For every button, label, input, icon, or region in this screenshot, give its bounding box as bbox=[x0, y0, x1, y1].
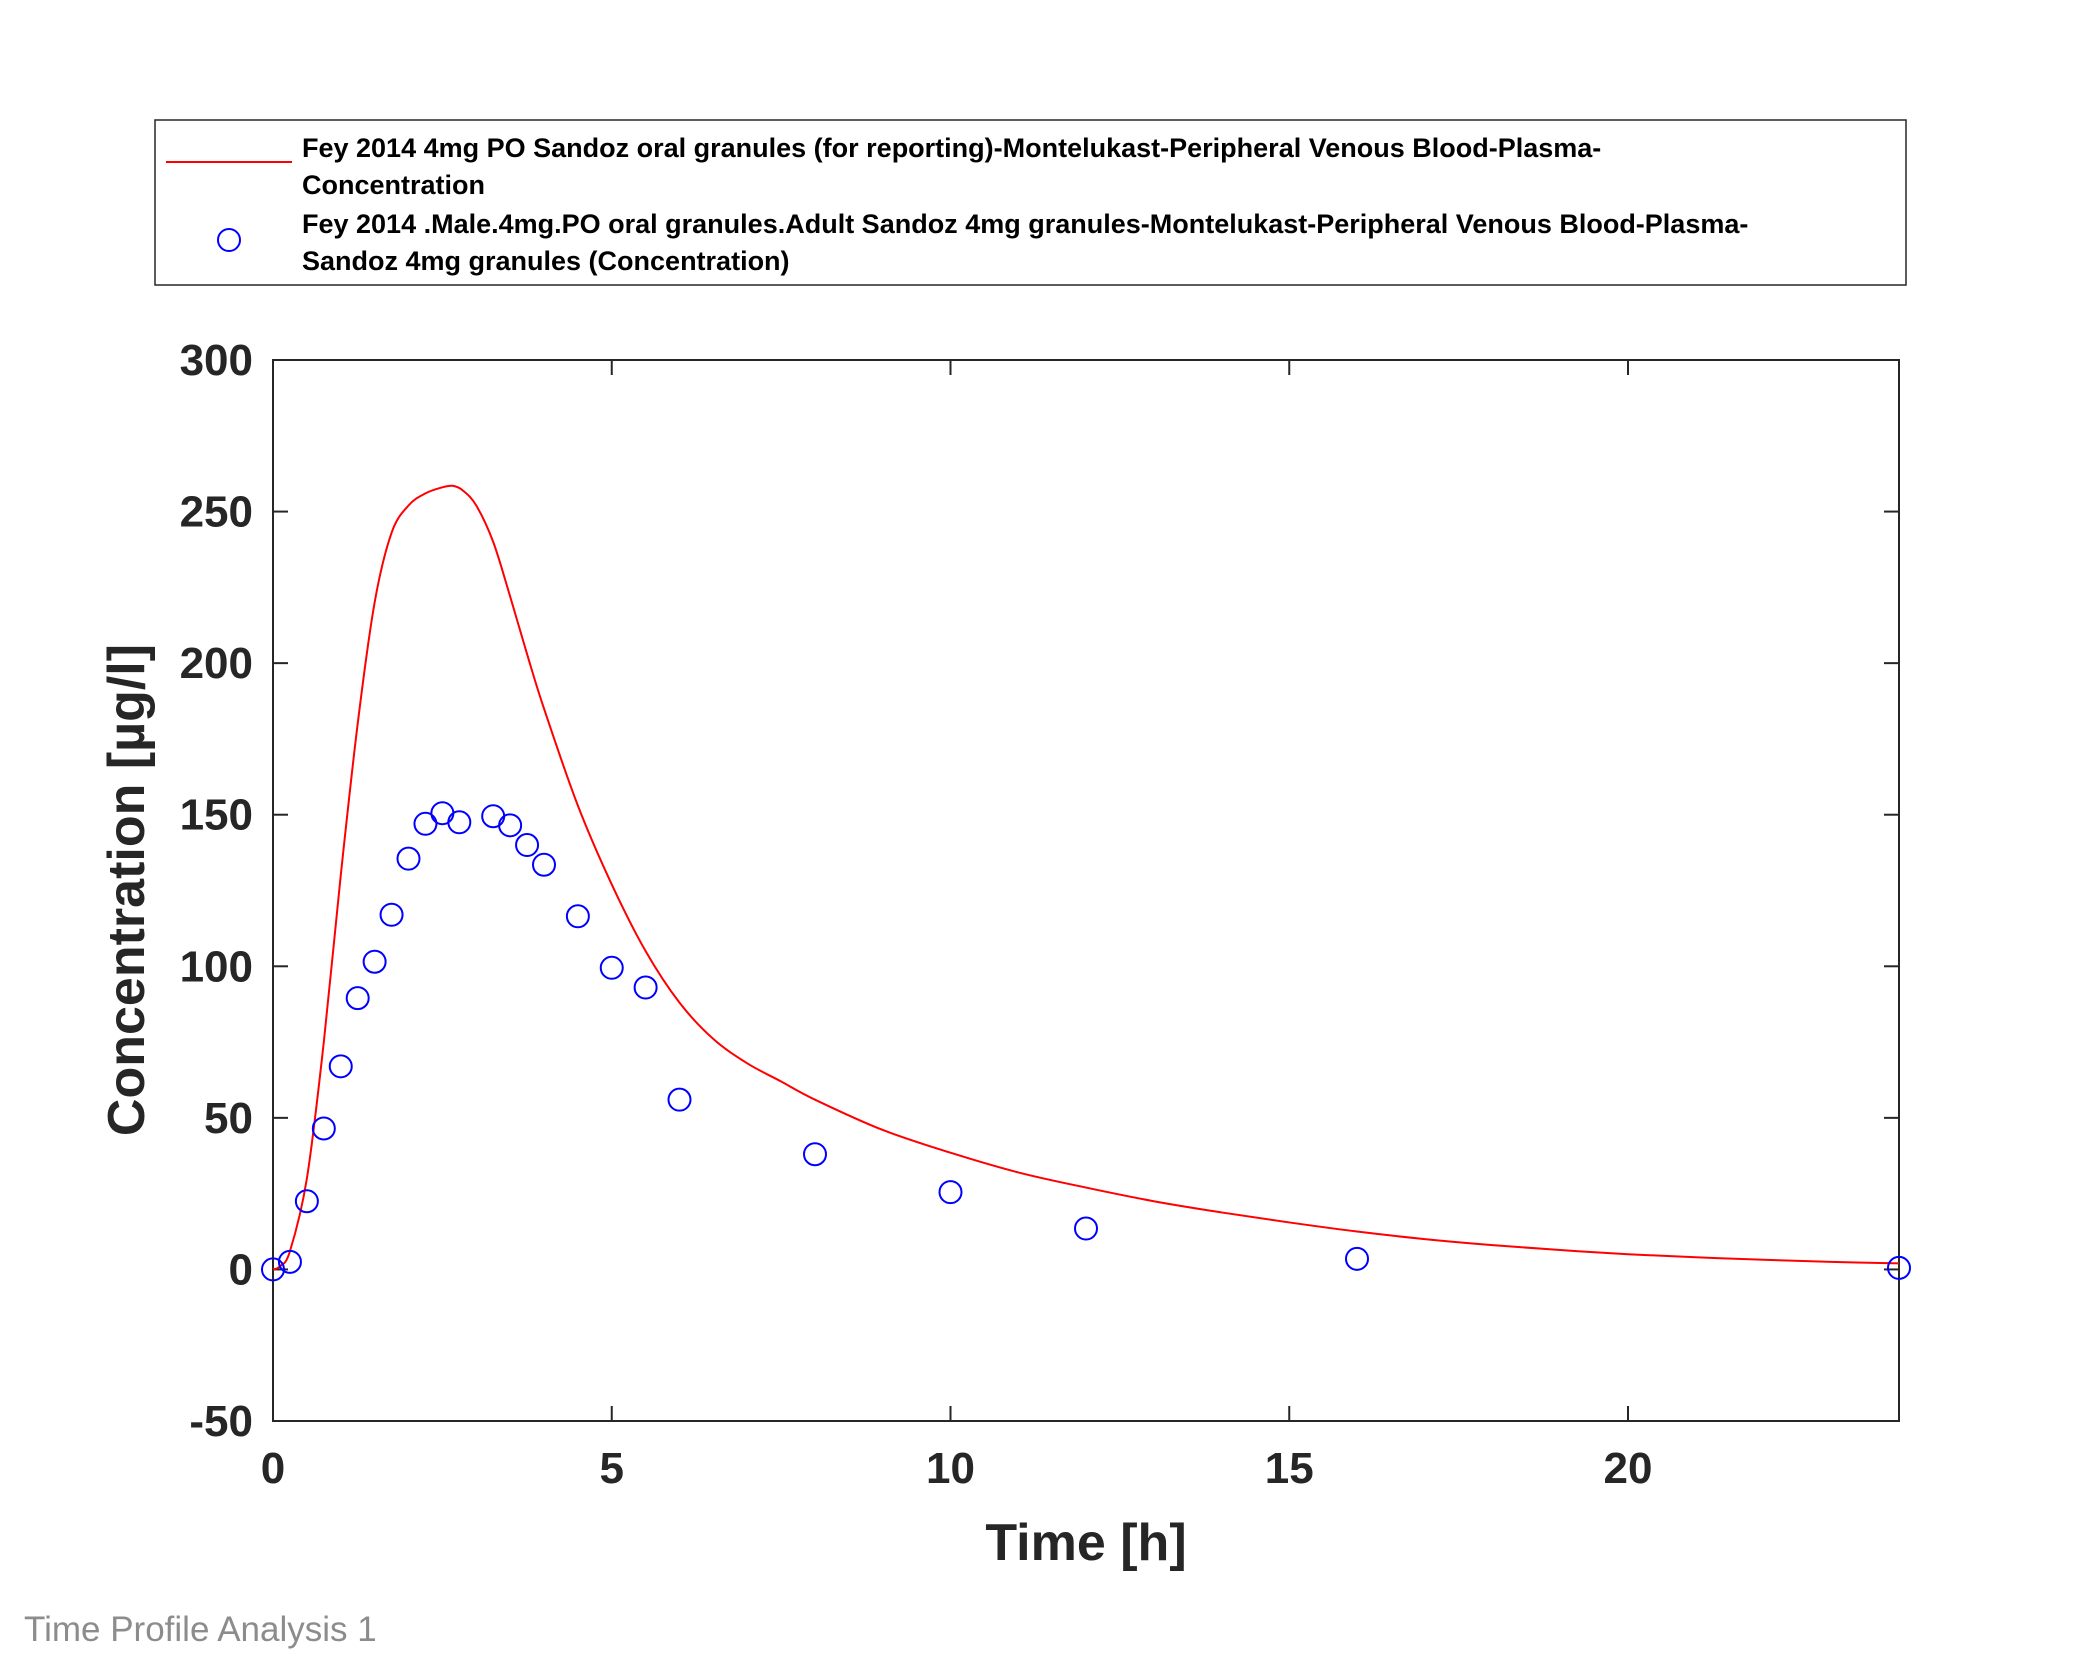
x-tick-label: 10 bbox=[926, 1444, 975, 1493]
x-tick-label: 5 bbox=[600, 1444, 624, 1493]
y-tick-label: 250 bbox=[180, 488, 253, 537]
series-2-point bbox=[345, 986, 370, 1011]
x-tick-label: 0 bbox=[261, 1444, 285, 1493]
legend-marker-swatch bbox=[217, 228, 241, 252]
series-2-point bbox=[328, 1054, 353, 1079]
series-1-line bbox=[272, 484, 1900, 1271]
legend-entry-1-line-2: Concentration bbox=[302, 170, 485, 200]
series-layer bbox=[261, 484, 1911, 1282]
series-2-point bbox=[261, 1257, 285, 1282]
series-2-point bbox=[498, 813, 523, 838]
plot-area bbox=[272, 359, 1900, 1422]
series-2-point bbox=[1887, 1255, 1911, 1280]
series-2-point bbox=[532, 852, 556, 877]
series-2-point bbox=[277, 1249, 302, 1274]
y-tick-label: 50 bbox=[204, 1094, 253, 1143]
series-2-point bbox=[1074, 1216, 1098, 1241]
series-2-point bbox=[599, 955, 624, 980]
x-axis-title: Time [h] bbox=[985, 1514, 1186, 1572]
y-tick-label: 200 bbox=[180, 639, 253, 688]
series-2-point bbox=[938, 1180, 963, 1205]
footer-caption: Time Profile Analysis 1 bbox=[24, 1610, 377, 1649]
series-2-point bbox=[362, 949, 387, 974]
series-2-point bbox=[667, 1087, 692, 1112]
y-tick-label: 150 bbox=[180, 791, 253, 840]
series-2-point bbox=[515, 833, 540, 858]
series-2-point bbox=[803, 1142, 827, 1167]
y-tick-label: 100 bbox=[180, 942, 253, 991]
series-2-point bbox=[379, 902, 404, 927]
series-2-point bbox=[1345, 1246, 1369, 1271]
y-axis-title: Concentration [µg/l] bbox=[98, 644, 156, 1136]
legend-entry-2-line-2: Sandoz 4mg granules (Concentration) bbox=[302, 246, 790, 276]
legend-entry-1-line-1: Fey 2014 4mg PO Sandoz oral granules (fo… bbox=[302, 133, 1601, 163]
y-tick-label: 0 bbox=[229, 1245, 253, 1294]
series-2-point bbox=[565, 904, 590, 929]
legend-entry-2-line-1: Fey 2014 .Male.4mg.PO oral granules.Adul… bbox=[302, 209, 1748, 239]
x-tick-label: 20 bbox=[1604, 1444, 1653, 1493]
legend-box bbox=[154, 119, 1907, 286]
legend: Fey 2014 4mg PO Sandoz oral granules (fo… bbox=[154, 119, 1907, 286]
series-2-point bbox=[633, 975, 658, 1000]
series-2-point bbox=[311, 1116, 336, 1141]
series-2-point bbox=[447, 810, 472, 835]
series-2-point bbox=[294, 1189, 319, 1214]
series-2-point bbox=[396, 846, 421, 871]
y-tick-label: 300 bbox=[180, 336, 253, 385]
axis-ticks bbox=[272, 359, 1899, 1422]
x-tick-label: 15 bbox=[1265, 1444, 1314, 1493]
y-tick-label: -50 bbox=[189, 1397, 253, 1446]
series-2-point bbox=[413, 811, 438, 836]
